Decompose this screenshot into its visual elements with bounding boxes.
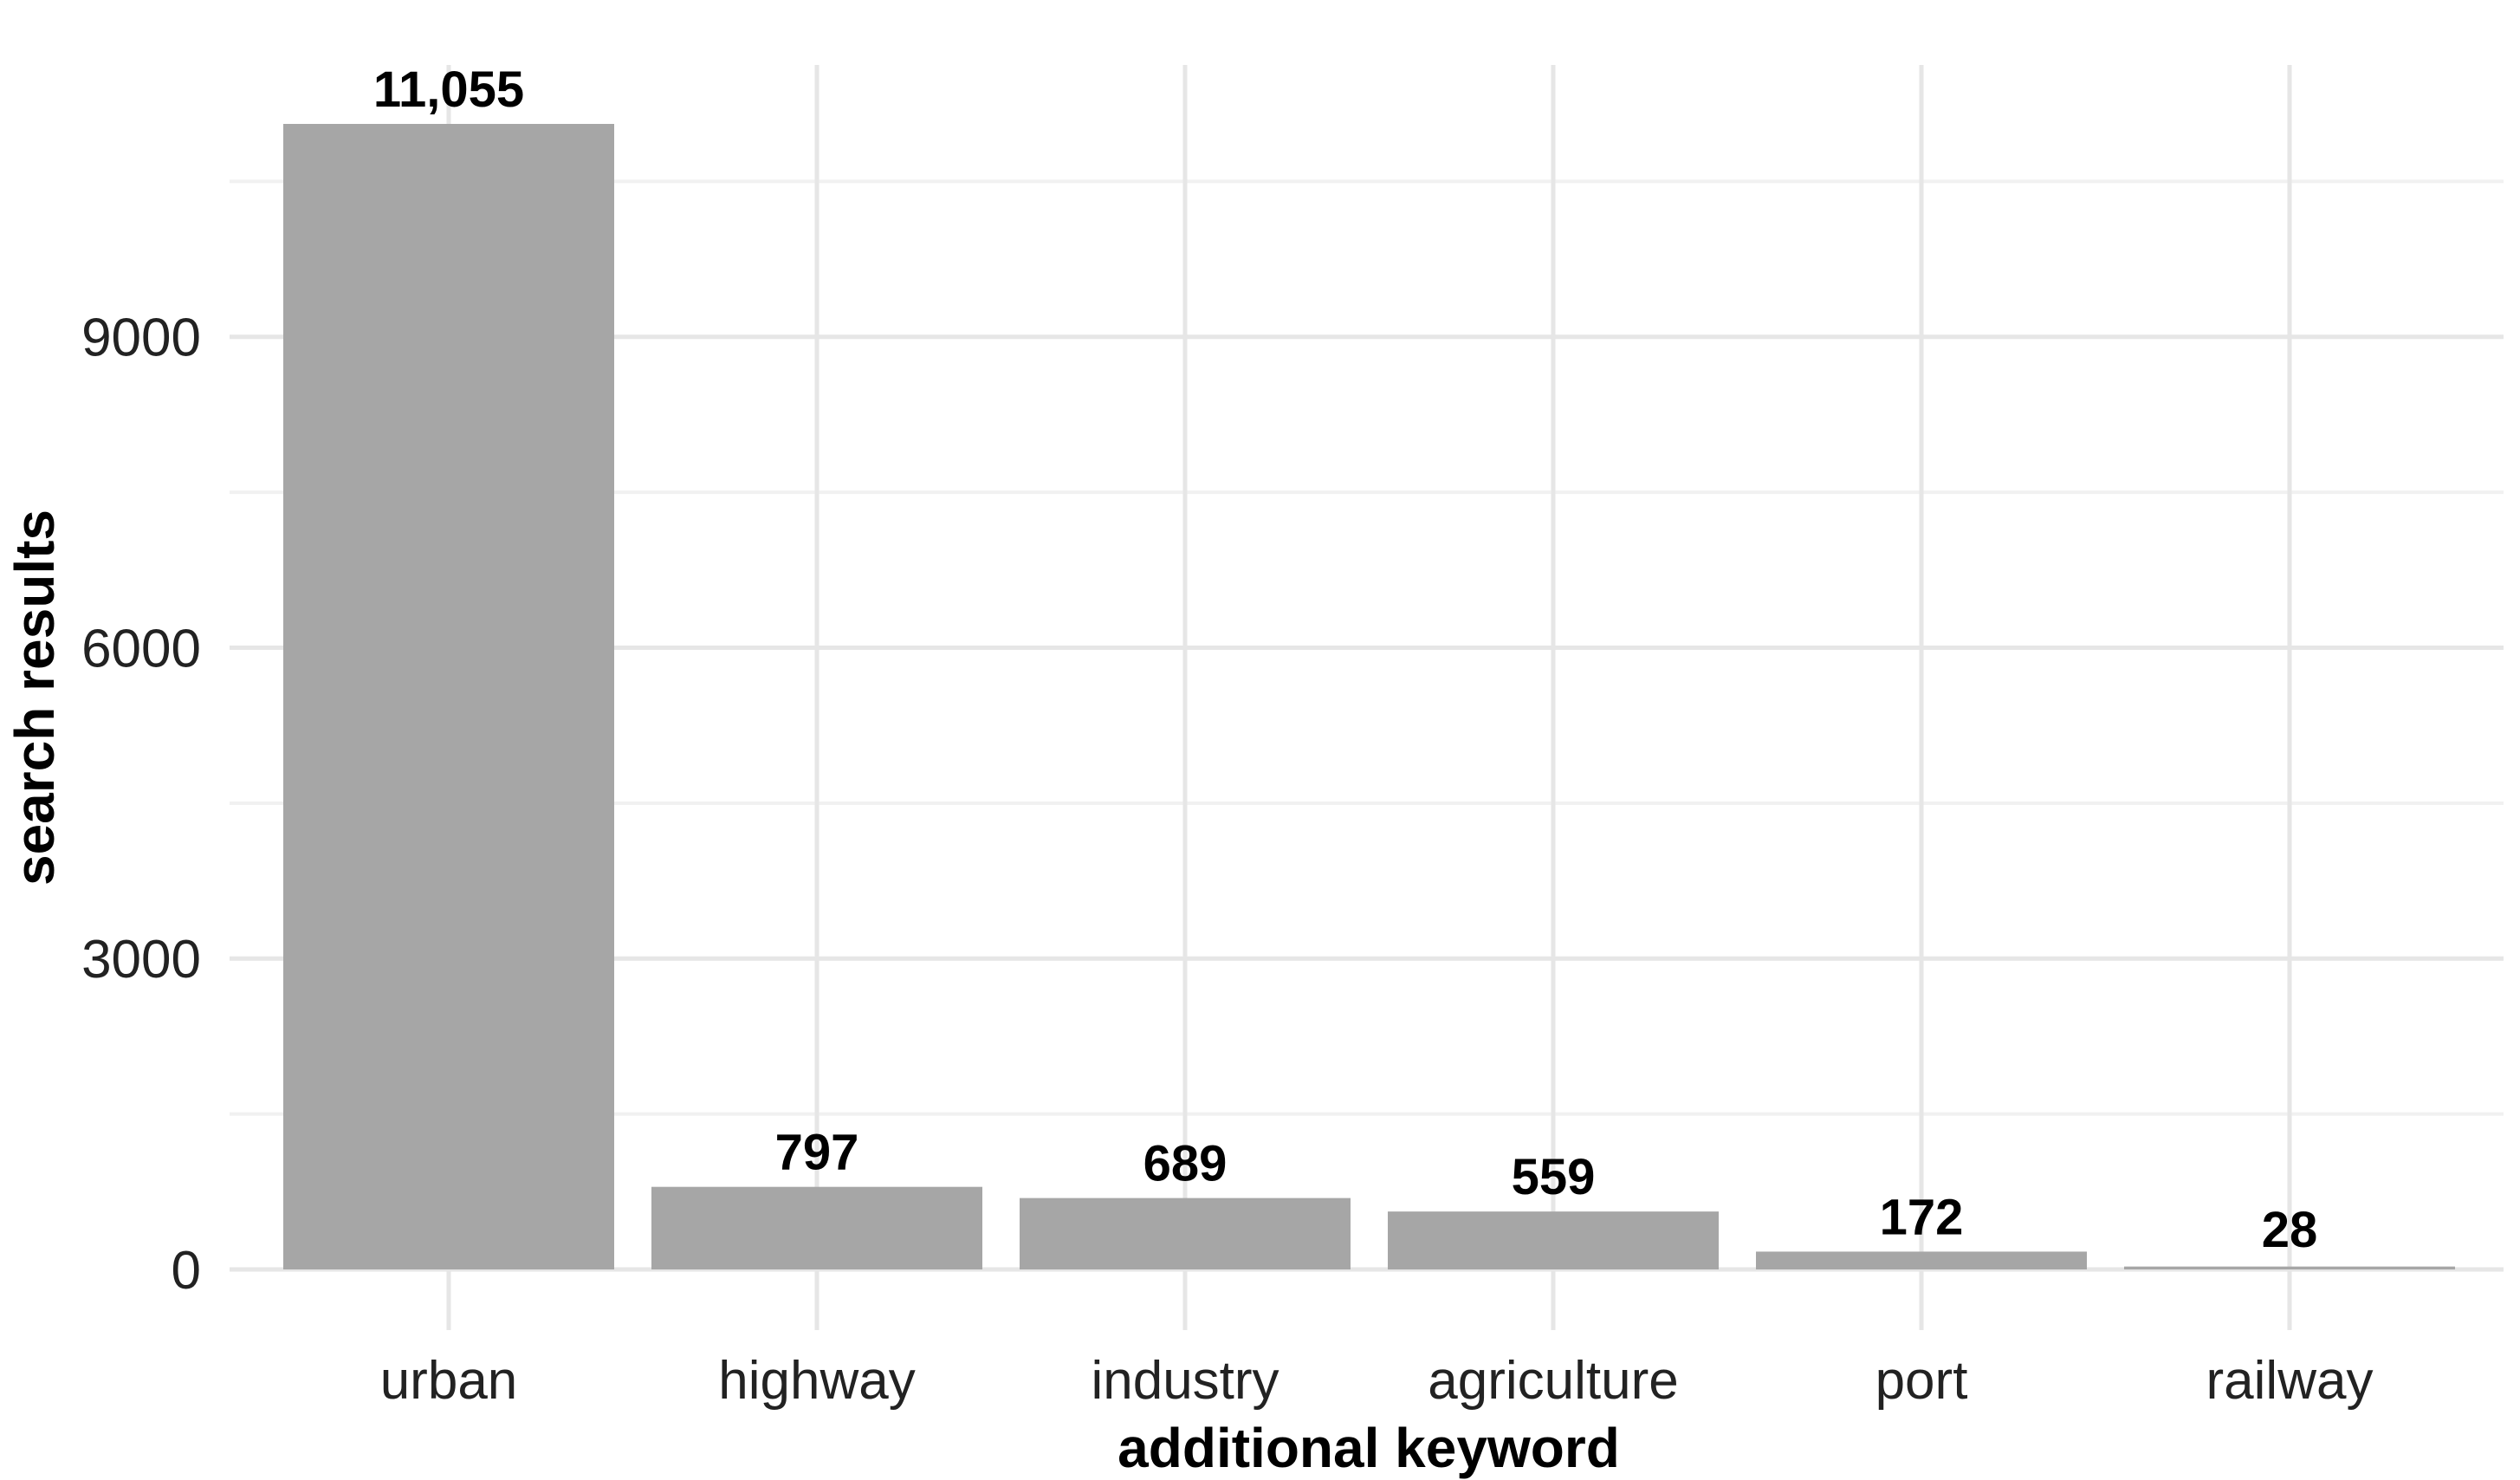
bar-railway xyxy=(2124,1266,2455,1269)
y-tick-label: 9000 xyxy=(81,308,201,368)
x-tick-label-agriculture: agriculture xyxy=(1428,1351,1678,1411)
bar-industry xyxy=(1020,1198,1351,1269)
x-tick-label-railway: railway xyxy=(2206,1351,2374,1411)
y-axis-ticks: 0 3000 6000 9000 xyxy=(81,308,201,1301)
data-label-port: 172 xyxy=(1880,1189,1964,1245)
x-tick-label-port: port xyxy=(1875,1351,1968,1411)
data-label-urban: 11,055 xyxy=(373,62,524,118)
x-axis-title: additional keyword xyxy=(1117,1417,1620,1479)
bar-agriculture xyxy=(1388,1211,1719,1269)
data-label-agriculture: 559 xyxy=(1512,1149,1596,1205)
y-tick-label: 6000 xyxy=(81,619,201,678)
y-axis-title: search results xyxy=(3,510,66,886)
y-tick-label: 3000 xyxy=(81,930,201,990)
data-labels: 11,055 797 689 559 172 28 xyxy=(373,62,2317,1258)
data-label-highway: 797 xyxy=(775,1125,859,1181)
data-label-industry: 689 xyxy=(1143,1136,1228,1192)
x-tick-label-industry: industry xyxy=(1091,1351,1279,1411)
y-tick-label: 0 xyxy=(172,1241,201,1301)
x-tick-label-highway: highway xyxy=(718,1351,915,1411)
x-tick-label-urban: urban xyxy=(380,1351,518,1411)
bar-urban xyxy=(283,124,614,1269)
data-label-railway: 28 xyxy=(2262,1202,2318,1258)
x-axis-ticks: urban highway industry agriculture port railw… xyxy=(380,1351,2374,1411)
bar-port xyxy=(1756,1251,2087,1269)
bars xyxy=(283,124,2455,1269)
bar-highway xyxy=(651,1186,982,1269)
